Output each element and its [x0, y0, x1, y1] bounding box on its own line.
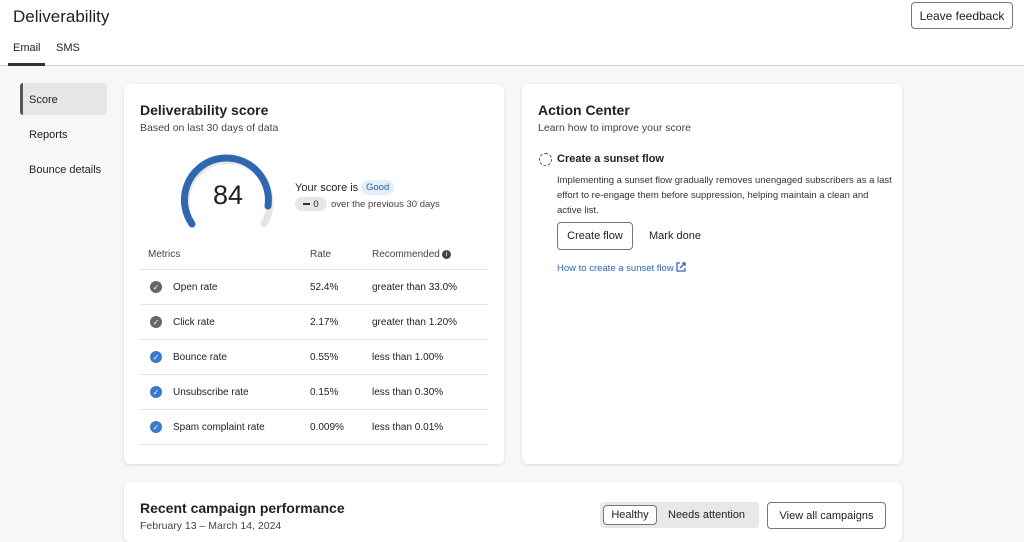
action-title: Create a sunset flow: [557, 153, 664, 165]
metric-rate: 2.17%: [310, 316, 339, 328]
page-title: Deliverability: [13, 7, 110, 26]
change-text: over the previous 30 days: [331, 199, 440, 210]
nav-item[interactable]: Reports: [29, 129, 68, 141]
card-title: Recent campaign performance: [140, 500, 345, 516]
external-icon: [676, 262, 686, 272]
create-flow-button[interactable]: Create flow: [557, 222, 633, 250]
view-campaigns-button[interactable]: View all campaigns: [767, 502, 886, 529]
segmented-control: Healthy Needs attention: [600, 502, 759, 528]
metric-name: Spam complaint rate: [173, 421, 265, 433]
feedback-button[interactable]: Leave feedback: [911, 2, 1013, 29]
metric-recommended: less than 0.30%: [372, 386, 444, 398]
table-row: ✓ Click rate 2.17% greater than 1.20%: [140, 305, 488, 340]
score-gauge: [180, 154, 274, 228]
metric-rate: 0.15%: [310, 386, 339, 398]
metric-rate: 52.4%: [310, 281, 339, 293]
filter-healthy[interactable]: Healthy: [603, 505, 657, 525]
table-row: ✓ Unsubscribe rate 0.15% less than 0.30%: [140, 375, 488, 410]
card-title: Action Center: [538, 102, 630, 118]
metric-rate: 0.009%: [310, 421, 344, 433]
change-value: 0: [313, 198, 319, 210]
nav-item[interactable]: Bounce details: [29, 164, 102, 176]
score-card: Deliverability score Based on last 30 da…: [124, 84, 504, 464]
top-bar: Deliverability Leave feedback Email SMS: [0, 0, 1024, 66]
nav-item[interactable]: Score: [29, 94, 58, 106]
column-header: Metrics: [148, 249, 181, 260]
action-card: Action Center Learn how to improve your …: [522, 84, 902, 464]
tab-indicator: [8, 63, 45, 66]
action-text: Implementing a sunset flow gradually rem…: [557, 175, 892, 216]
nav-selected: [20, 83, 107, 115]
tab-sms[interactable]: SMS: [56, 42, 80, 54]
change-pill: 0: [295, 197, 327, 211]
info-icon[interactable]: i: [442, 250, 451, 259]
metric-recommended: greater than 33.0%: [372, 281, 458, 293]
metric-name: Click rate: [173, 316, 215, 328]
column-header: Rate: [310, 249, 332, 260]
check-icon: ✓: [150, 421, 162, 433]
column-header: Recommended: [372, 249, 440, 260]
metric-recommended: less than 1.00%: [372, 351, 444, 363]
date-range: February 13 – March 14, 2024: [140, 520, 282, 532]
metric-recommended: less than 0.01%: [372, 421, 444, 433]
tab-email[interactable]: Email: [13, 42, 41, 54]
table-row: ✓ Bounce rate 0.55% less than 1.00%: [140, 340, 488, 375]
metric-rate: 0.55%: [310, 351, 339, 363]
pending-icon: [539, 153, 552, 166]
table-row: ✓ Spam complaint rate 0.009% less than 0.01…: [140, 410, 488, 445]
link-text[interactable]: How to create a sunset flow: [557, 263, 674, 274]
help-link[interactable]: How to create a sunset flow: [557, 262, 686, 274]
dash-icon: [303, 203, 311, 205]
metric-recommended: greater than 1.20%: [372, 316, 458, 328]
metric-name: Unsubscribe rate: [173, 386, 249, 398]
score-label: Your score is: [295, 182, 359, 194]
gauge-fill: [180, 154, 272, 228]
mark-done-button[interactable]: Mark done: [649, 230, 701, 242]
campaign-card: Recent campaign performance February 13 …: [124, 482, 902, 542]
check-icon: ✓: [150, 386, 162, 398]
metric-name: Bounce rate: [173, 351, 227, 363]
table-header: Metrics Rate Recommended i: [140, 240, 488, 270]
check-icon: ✓: [150, 351, 162, 363]
table-row: ✓ Open rate 52.4% greater than 33.0%: [140, 270, 488, 305]
status-badge: Good: [361, 180, 395, 195]
card-title: Deliverability score: [140, 102, 269, 118]
check-icon: ✓: [150, 316, 162, 328]
metric-name: Open rate: [173, 281, 218, 293]
card-subtitle: Learn how to improve your score: [538, 122, 691, 134]
card-subtitle: Based on last 30 days of data: [140, 122, 279, 134]
filter-attention[interactable]: Needs attention: [668, 509, 746, 521]
score-value: 84: [212, 180, 244, 210]
check-icon: ✓: [150, 281, 162, 293]
